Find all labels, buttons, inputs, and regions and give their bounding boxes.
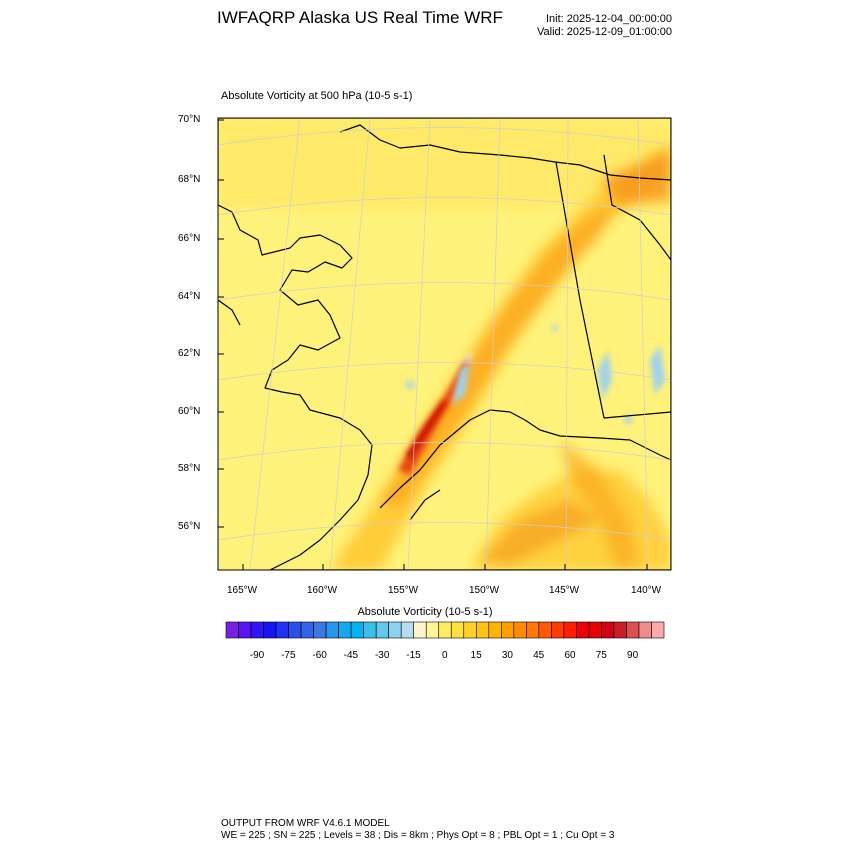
colorbar-swatch: [463, 621, 477, 639]
colorbar-label: 30: [501, 650, 513, 661]
colorbar-swatch: [563, 621, 577, 639]
colorbar-label: 15: [470, 650, 482, 661]
colorbar-swatch: [538, 621, 552, 639]
colorbar-swatch: [375, 621, 389, 639]
colorbar-swatch: [601, 621, 615, 639]
colorbar-label: -75: [281, 650, 296, 661]
lat-label: 58°N: [178, 463, 201, 474]
colorbar-swatch: [425, 621, 440, 639]
colorbar-swatch: [651, 621, 665, 639]
colorbar-swatch: [613, 621, 627, 639]
negative-vorticity-areas: [406, 325, 665, 424]
colorbar-swatch: [513, 621, 527, 639]
plot-title: IWFAQRP Alaska US Real Time WRF: [217, 8, 503, 27]
colorbar-swatch: [588, 621, 602, 639]
colorbar-swatch: [413, 621, 427, 639]
field-subtitle: Absolute Vorticity at 500 hPa (10-5 s-1): [221, 90, 413, 102]
colorbar-label: 75: [595, 650, 607, 661]
colorbar-swatch: [438, 621, 452, 639]
colorbar-swatch: [400, 621, 415, 639]
run-times: Init: 2025-12-04_00:00:00 Valid: 2025-12…: [537, 13, 672, 39]
colorbar-label: 0: [442, 650, 448, 661]
lon-label: 165°W: [227, 585, 258, 596]
lat-label: 56°N: [178, 521, 201, 532]
colorbar-swatch: [576, 621, 590, 639]
colorbar-swatch: [325, 621, 339, 639]
colorbar-swatch: [551, 621, 565, 639]
colorbar-swatch: [300, 621, 314, 639]
colorbar-swatch: [263, 621, 277, 639]
colorbar-label: 45: [533, 650, 545, 661]
model-info: OUTPUT FROM WRF V4.6.1 MODEL WE = 225 ; …: [221, 818, 614, 842]
colorbar-swatch: [313, 621, 327, 639]
colorbar: [225, 621, 665, 639]
colorbar-swatch: [626, 621, 640, 639]
colorbar-swatch: [501, 621, 515, 639]
colorbar-swatch: [488, 621, 502, 639]
lat-label: 60°N: [178, 406, 201, 417]
lon-label: 160°W: [307, 585, 338, 596]
colorbar-label: -45: [343, 650, 359, 661]
valid-time: Valid: 2025-12-09_01:00:00: [537, 26, 672, 38]
colorbar-swatch: [275, 621, 289, 639]
lat-label: 68°N: [178, 174, 201, 185]
colorbar-label: -90: [249, 650, 265, 661]
lon-label: 140°W: [631, 585, 662, 596]
lat-label: 64°N: [178, 291, 201, 302]
graticule: [218, 118, 671, 570]
lon-label: 145°W: [549, 585, 580, 596]
colorbar-title: Absolute Vorticity (10-5 s-1): [357, 606, 493, 618]
coastline: [218, 118, 671, 570]
lat-label: 66°N: [178, 233, 201, 244]
lon-label: 150°W: [469, 585, 500, 596]
colorbar-label: 90: [627, 650, 639, 661]
map-frame: [217, 117, 672, 571]
colorbar-swatch: [638, 621, 652, 639]
model-version: OUTPUT FROM WRF V4.6.1 MODEL: [221, 818, 390, 829]
vorticity-field: [218, 118, 671, 570]
colorbar-label: -30: [374, 650, 390, 661]
colorbar-swatch: [350, 621, 364, 639]
colorbar-label: 60: [564, 650, 576, 661]
lon-label: 155°W: [388, 585, 419, 596]
colorbar-swatch: [450, 621, 465, 639]
colorbar-swatch: [338, 621, 352, 639]
colorbar-swatch: [475, 621, 490, 639]
lat-label: 62°N: [178, 348, 201, 359]
colorbar-swatch: [363, 621, 377, 639]
colorbar-swatch: [388, 621, 402, 639]
colorbar-swatch: [250, 621, 264, 639]
model-settings: WE = 225 ; SN = 225 ; Levels = 38 ; Dis …: [221, 830, 615, 841]
colorbar-label: -15: [406, 650, 421, 661]
colorbar-swatch: [225, 621, 239, 639]
colorbar-label: -60: [312, 650, 327, 661]
colorbar-swatch: [526, 621, 540, 639]
init-time: Init: 2025-12-04_00:00:00: [546, 13, 672, 25]
lat-label: 70°N: [178, 114, 201, 125]
colorbar-swatch: [238, 621, 252, 639]
colorbar-swatch: [288, 621, 302, 639]
